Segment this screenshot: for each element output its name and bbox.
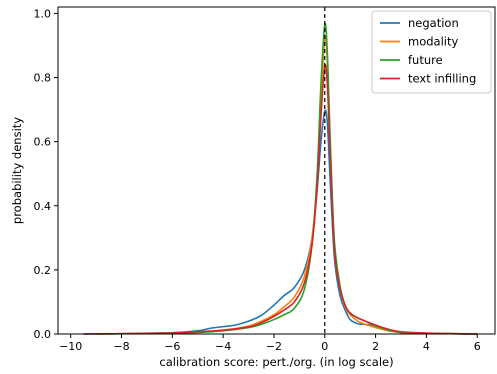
series-line-text-infilling bbox=[83, 64, 478, 335]
y-tick-label: 0.6 bbox=[34, 136, 52, 149]
y-axis-label: probability density bbox=[10, 117, 24, 224]
y-tick-label: 1.0 bbox=[34, 7, 52, 20]
x-tick-label: 0 bbox=[321, 340, 328, 353]
y-tick-label: 0.8 bbox=[34, 72, 52, 85]
x-tick-label: −8 bbox=[113, 340, 129, 353]
y-axis-ticks: 0.0 0.2 0.4 0.6 0.8 1.0 bbox=[34, 7, 58, 341]
y-tick-label: 0.2 bbox=[34, 264, 52, 277]
legend-label: text infilling bbox=[408, 72, 476, 86]
legend-label: negation bbox=[408, 16, 459, 30]
legend-label: future bbox=[408, 53, 443, 67]
x-tick-label: −4 bbox=[215, 340, 231, 353]
x-axis-ticks: −10 −8 −6 −4 −2 0 2 4 6 bbox=[59, 334, 481, 353]
x-tick-label: −6 bbox=[164, 340, 180, 353]
series-line-future bbox=[96, 22, 478, 335]
legend: negation modality future text infilling bbox=[371, 10, 492, 94]
x-tick-label: 6 bbox=[474, 340, 481, 353]
x-tick-label: −10 bbox=[59, 340, 82, 353]
x-tick-label: −2 bbox=[266, 340, 282, 353]
x-tick-label: 4 bbox=[423, 340, 430, 353]
x-axis-label: calibration score: pert./org. (in log sc… bbox=[159, 355, 393, 369]
series-lines bbox=[83, 22, 478, 335]
legend-label: modality bbox=[408, 35, 458, 49]
plot-frame bbox=[57, 6, 496, 335]
x-tick-label: 2 bbox=[372, 340, 379, 353]
legend-box bbox=[371, 10, 492, 94]
y-tick-label: 0.0 bbox=[34, 328, 52, 341]
y-tick-label: 0.4 bbox=[34, 200, 52, 213]
